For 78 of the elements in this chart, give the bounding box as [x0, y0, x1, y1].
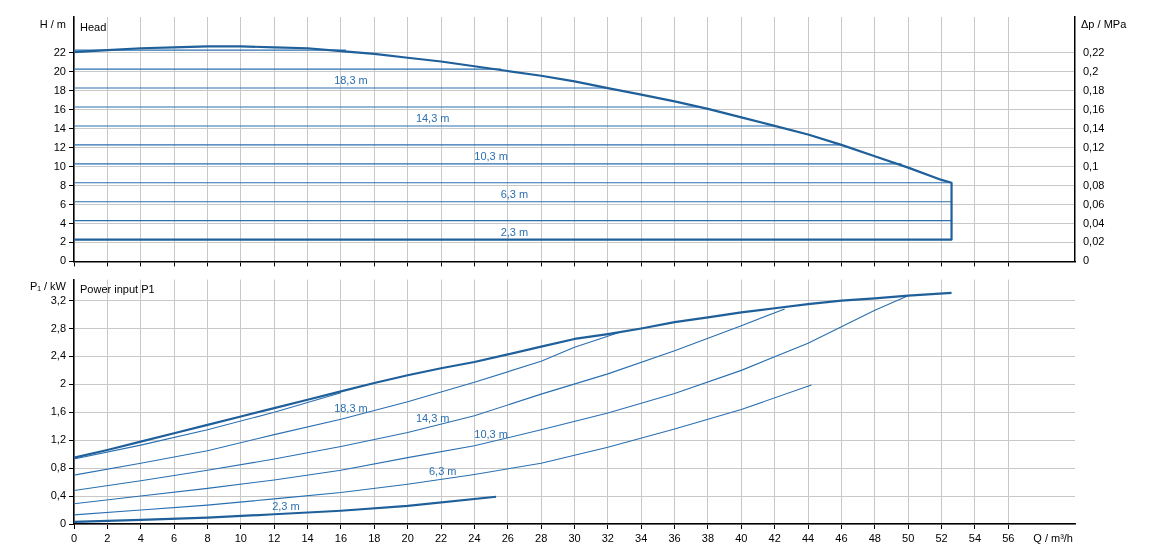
annotation: 18,3 m	[334, 74, 368, 87]
y2-tick-label: 0,2	[1083, 64, 1099, 77]
y-tick-label: 6	[59, 197, 66, 210]
annotation: 14,3 m	[415, 111, 450, 124]
x-tick-label: 42	[768, 531, 781, 544]
y2-tick-label: 0,1	[1083, 159, 1099, 172]
y-tick-label: 2,4	[50, 349, 66, 362]
y2-tick-label: 0	[1083, 254, 1090, 267]
x-tick-label: 14	[301, 531, 314, 544]
y2-tick-label: 0,02	[1083, 235, 1105, 248]
x-tick-label: 38	[701, 531, 715, 544]
x-tick-label: 30	[568, 531, 581, 544]
x-tick-label: 54	[968, 531, 982, 544]
x-tick-label: 50	[902, 531, 915, 544]
y-tick-label: 1,2	[50, 433, 66, 446]
y2-tick-label: 0,16	[1083, 102, 1105, 115]
y-tick-label: 20	[53, 64, 66, 77]
x-tick-label: 12	[268, 531, 281, 544]
annotation: 6,3 m	[500, 187, 529, 200]
x-tick-label: 20	[401, 531, 414, 544]
x-tick-label: 46	[835, 531, 848, 544]
x-tick-label: 10	[234, 531, 247, 544]
y-tick-label: 10	[53, 159, 66, 172]
x-tick-label: 16	[334, 531, 348, 544]
annotation: 10,3 m	[474, 427, 508, 440]
chart-title: Head	[80, 20, 107, 33]
y-axis-title: H / m	[39, 17, 66, 30]
annotation: 18,3 m	[334, 402, 368, 415]
y-axis-title: P₁ / kW	[29, 280, 67, 293]
x-tick-label: 34	[635, 531, 648, 544]
y-tick-label: 14	[53, 121, 66, 134]
annotation: 6,3 m	[428, 465, 457, 478]
x-tick-label: 0	[70, 531, 78, 544]
x-tick-label: 26	[501, 531, 514, 544]
y2-tick-label: 0,14	[1083, 121, 1105, 134]
annotation: 14,3 m	[415, 412, 450, 425]
y2-tick-label: 0,22	[1083, 46, 1105, 59]
x-tick-label: 36	[668, 531, 681, 544]
x-tick-label: 4	[137, 531, 144, 544]
y2-tick-label: 0,06	[1083, 197, 1105, 210]
x-tick-label: 48	[868, 531, 881, 544]
y-tick-label: 0	[59, 517, 66, 530]
x-tick-label: 8	[204, 531, 211, 544]
y-tick-label: 1,6	[50, 405, 66, 418]
y-tick-label: 3,2	[50, 293, 66, 306]
x-tick-label: 32	[601, 531, 614, 544]
x-tick-label: 24	[468, 531, 481, 544]
y2-tick-label: 0,12	[1083, 140, 1105, 153]
y2-tick-label: 0,08	[1083, 178, 1105, 191]
chart-title: Power input P1	[80, 283, 155, 296]
x-tick-label: 2	[104, 531, 111, 544]
x-tick-label: 52	[935, 531, 948, 544]
y-tick-label: 2,8	[50, 321, 66, 334]
x-tick-label: 6	[171, 531, 178, 544]
y-tick-label: 22	[53, 46, 66, 59]
y-tick-label: 2	[59, 377, 66, 390]
y-tick-label: 0	[59, 254, 66, 267]
annotation: 10,3 m	[474, 149, 508, 162]
y-tick-label: 0,4	[50, 489, 66, 502]
y2-axis-title: Δp / MPa	[1081, 17, 1128, 30]
x-tick-label: 18	[368, 531, 381, 544]
x-tick-label: 44	[801, 531, 815, 544]
x-tick-label: 28	[535, 531, 548, 544]
x-tick-label: 40	[735, 531, 748, 544]
y-tick-label: 8	[59, 178, 66, 191]
y-tick-label: 18	[53, 83, 66, 96]
y-tick-label: 4	[59, 216, 66, 229]
y2-tick-label: 0,18	[1083, 83, 1105, 96]
y-tick-label: 0,8	[50, 461, 66, 474]
x-tick-label: 22	[434, 531, 448, 544]
y-tick-label: 2	[59, 235, 66, 248]
annotation: 2,3 m	[500, 225, 529, 238]
y-tick-label: 16	[53, 102, 66, 115]
y2-tick-label: 0,04	[1083, 216, 1105, 229]
x-tick-label: 56	[1002, 531, 1015, 544]
x-axis-title: Q / m³/h	[1033, 531, 1073, 544]
y-tick-label: 12	[53, 140, 66, 153]
annotation: 2,3 m	[272, 499, 300, 512]
